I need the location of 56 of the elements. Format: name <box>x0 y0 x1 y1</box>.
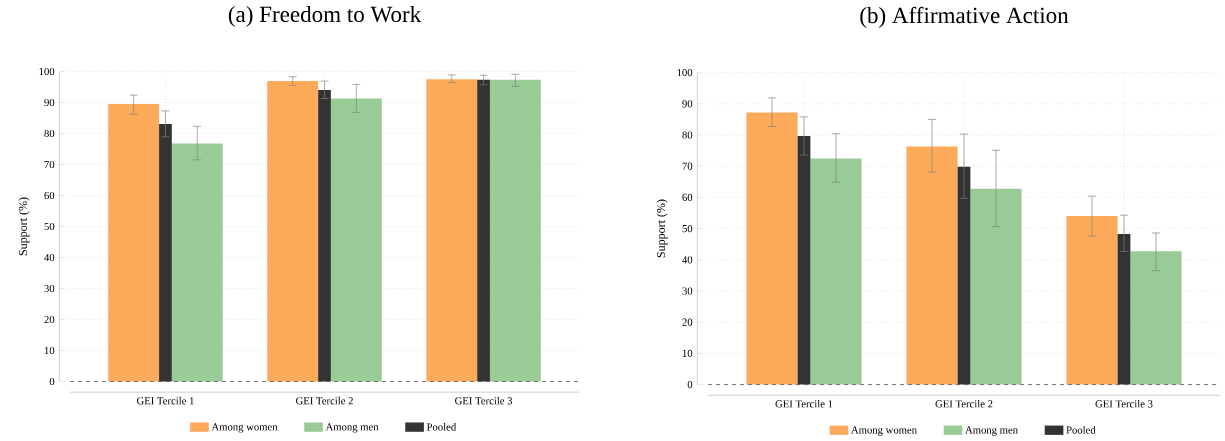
y-axis-title: Support (%) <box>18 197 30 256</box>
y-tick-label: 0 <box>687 380 693 389</box>
bar <box>1117 233 1131 385</box>
x-tick-label: GEI Tercile 1 <box>775 399 833 408</box>
y-tick-label: 80 <box>682 131 693 139</box>
chart-title: (a) Freedom to Work <box>228 5 422 27</box>
bar <box>426 79 478 382</box>
y-tick-label: 40 <box>682 256 693 264</box>
bar <box>171 143 223 382</box>
y-tick-label: 30 <box>44 284 55 293</box>
bar <box>108 104 160 382</box>
y-tick-label: 90 <box>682 100 693 108</box>
bar <box>477 79 490 382</box>
y-tick-label: 100 <box>39 67 55 76</box>
y-tick-label: 50 <box>44 222 55 231</box>
bar <box>746 112 798 385</box>
y-tick-label: 40 <box>44 253 55 262</box>
y-tick-label: 60 <box>44 191 55 200</box>
y-tick-label: 90 <box>44 98 55 107</box>
y-tick-label: 20 <box>682 318 693 326</box>
y-tick-label: 30 <box>682 287 693 295</box>
y-tick-label: 50 <box>682 224 693 233</box>
legend-label: Among women <box>851 426 917 436</box>
x-tick-label: GEI Tercile 2 <box>296 396 353 405</box>
legend-label: Pooled <box>1066 426 1096 434</box>
bar <box>1130 251 1182 385</box>
bar <box>970 188 1022 385</box>
y-tick-label: 10 <box>44 346 55 355</box>
bar <box>957 166 971 385</box>
legend-label: Among women <box>211 423 278 433</box>
y-tick-label: 100 <box>677 69 693 77</box>
bar <box>318 90 331 382</box>
y-tick-label: 0 <box>49 377 55 386</box>
x-tick-label: GEI Tercile 3 <box>455 396 513 405</box>
bar <box>159 123 172 382</box>
legend-label: Among men <box>325 423 379 433</box>
y-tick-label: 20 <box>44 315 55 324</box>
y-tick-label: 70 <box>682 162 693 170</box>
x-tick-label: GEI Tercile 1 <box>136 396 194 405</box>
bar <box>810 158 862 385</box>
bar <box>1066 216 1118 385</box>
chart-title: (b) Affirmative Action <box>860 6 1069 28</box>
y-tick-label: 80 <box>44 129 55 138</box>
legend-label: Among men <box>965 426 1018 436</box>
bar <box>267 81 319 382</box>
x-tick-label: GEI Tercile 2 <box>935 399 993 408</box>
bar <box>489 79 541 382</box>
bar <box>797 135 811 385</box>
y-tick-label: 10 <box>682 349 693 357</box>
legend-label: Pooled <box>426 423 457 431</box>
y-tick-label: 70 <box>44 160 55 169</box>
y-axis-title: Support (%) <box>656 199 668 258</box>
bar <box>330 98 382 382</box>
x-tick-label: GEI Tercile 3 <box>1095 399 1153 408</box>
bar <box>906 146 958 385</box>
y-tick-label: 60 <box>682 193 693 201</box>
